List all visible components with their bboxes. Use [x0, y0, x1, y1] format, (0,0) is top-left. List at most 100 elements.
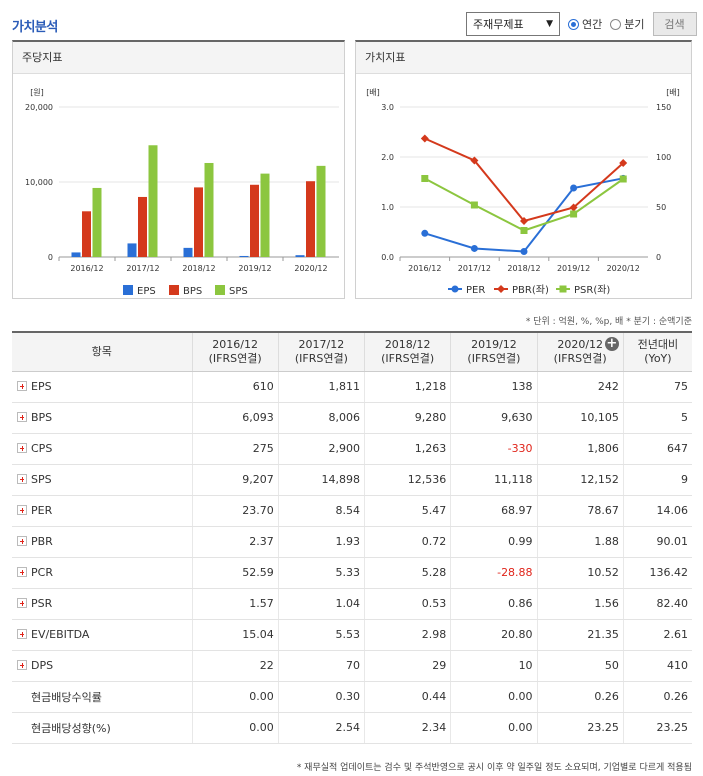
bar-eps[interactable]: [183, 247, 193, 257]
row-label: 현금배당성향(%): [31, 721, 111, 735]
x-tick-label: 2016/12: [70, 264, 103, 273]
bar-bps[interactable]: [194, 187, 203, 257]
value-cell: 2.37: [191, 526, 279, 558]
legend-label: SPS: [229, 286, 248, 297]
header-item: 항목: [12, 332, 192, 372]
bar-eps[interactable]: [295, 255, 305, 257]
row-label-cell[interactable]: EV/EBITDA: [12, 619, 192, 651]
bar-bps[interactable]: [82, 211, 91, 257]
row-label-cell[interactable]: PER: [12, 495, 192, 527]
bar-sps[interactable]: [148, 145, 158, 257]
row-label: PCR: [31, 566, 53, 579]
row-label-cell[interactable]: PCR: [12, 557, 192, 589]
header-line1: 2017/12: [298, 337, 345, 351]
y-tick-label: 10,000: [25, 178, 53, 187]
bar-sps[interactable]: [260, 173, 270, 257]
point-per[interactable]: [570, 184, 578, 192]
expand-plus-icon[interactable]: [17, 629, 27, 639]
bar-sps[interactable]: [316, 165, 326, 257]
header-period: 2018/12 (IFRS연결): [364, 332, 451, 372]
point-pbr[interactable]: [569, 203, 578, 212]
point-psr[interactable]: [570, 210, 578, 218]
bar-bps[interactable]: [138, 196, 147, 257]
row-label-cell[interactable]: BPS: [12, 402, 192, 434]
legend-label: PBR(좌): [512, 284, 549, 296]
header-period: 2020/12 (IFRS연결) +: [536, 332, 624, 372]
point-psr[interactable]: [619, 175, 627, 183]
table-row: PCR 52.59 5.33 5.28 -28.88 10.52 136.42: [12, 557, 692, 589]
y-axis-label: [원]: [30, 88, 44, 97]
value-cell: 410: [622, 650, 692, 682]
point-pbr[interactable]: [420, 134, 429, 143]
point-pbr[interactable]: [470, 156, 479, 165]
bar-bps[interactable]: [250, 184, 259, 257]
row-label-cell[interactable]: DPS: [12, 650, 192, 682]
value-cell: 6,093: [191, 402, 279, 434]
value-cell: 70: [277, 650, 365, 682]
value-cell: 10,105: [536, 402, 624, 434]
bar-eps[interactable]: [127, 243, 137, 257]
y-axis-label-left: [배]: [366, 88, 380, 97]
expand-plus-icon[interactable]: [17, 381, 27, 391]
value-cell: 5.47: [364, 495, 451, 527]
expand-plus-icon[interactable]: [17, 660, 27, 670]
row-label-cell[interactable]: EPS: [12, 371, 192, 403]
search-button[interactable]: 검색: [652, 12, 697, 36]
value-cell: 242: [536, 371, 624, 403]
row-label: PSR: [31, 597, 53, 610]
point-psr[interactable]: [470, 201, 478, 209]
row-label: PBR: [31, 535, 53, 548]
point-per[interactable]: [520, 248, 528, 256]
statement-select[interactable]: 주재무제표 ▼: [466, 12, 560, 36]
expand-plus-icon[interactable]: [17, 474, 27, 484]
row-label: 현금배당수익률: [31, 690, 102, 704]
point-per[interactable]: [421, 229, 429, 237]
value-cell: 22: [191, 650, 279, 682]
bar-eps[interactable]: [71, 252, 81, 257]
value-cell: 5.28: [364, 557, 451, 589]
value-cell: 8,006: [277, 402, 365, 434]
value-cell: 2,900: [277, 433, 365, 465]
row-label-cell[interactable]: PBR: [12, 526, 192, 558]
radio-annual[interactable]: 연간: [568, 16, 602, 32]
value-cell: 0.99: [450, 526, 538, 558]
bar-sps[interactable]: [92, 187, 102, 257]
radio-quarter-label: 분기: [624, 18, 645, 31]
series-line-pbr: [424, 137, 624, 223]
legend-label: PSR(좌): [574, 284, 610, 296]
radio-quarter[interactable]: 분기: [610, 16, 645, 32]
table-row: PER 23.70 8.54 5.47 68.97 78.67 14.06: [12, 495, 692, 527]
row-label-cell[interactable]: CPS: [12, 433, 192, 465]
point-pbr[interactable]: [520, 217, 528, 225]
value-cell: 275: [191, 433, 279, 465]
value-cell: 82.40: [622, 588, 692, 620]
table-row: PBR 2.37 1.93 0.72 0.99 1.88 90.01: [12, 526, 692, 558]
row-label: PER: [31, 504, 53, 517]
expand-plus-icon[interactable]: [17, 536, 27, 546]
y-tick-label: 20,000: [25, 103, 53, 112]
bar-sps[interactable]: [204, 162, 214, 257]
header-period: 2017/12 (IFRS연결): [277, 332, 365, 372]
value-cell: 9,207: [191, 464, 279, 496]
point-psr[interactable]: [421, 175, 429, 182]
header-line2: (IFRS연결): [467, 351, 521, 365]
value-cell: 2.34: [364, 712, 451, 744]
bar-bps[interactable]: [306, 181, 315, 257]
point-pbr[interactable]: [619, 159, 628, 167]
row-label-cell[interactable]: SPS: [12, 464, 192, 496]
expand-plus-icon[interactable]: [17, 412, 27, 422]
expand-plus-icon[interactable]: [17, 598, 27, 608]
expand-plus-icon[interactable]: [17, 567, 27, 577]
row-label-cell: 현금배당성향(%): [12, 712, 192, 744]
expand-plus-icon[interactable]: [17, 505, 27, 515]
point-psr[interactable]: [520, 227, 528, 234]
add-column-icon[interactable]: +: [604, 336, 619, 351]
valuation-table: 항목 2016/12 (IFRS연결) 2017/12 (IFRS연결) 2018/12…: [12, 331, 692, 744]
per-share-panel: 주당지표 [원] 0 10,000 20,000 2016/12 2017/12 2018/…: [12, 40, 345, 299]
row-label-cell[interactable]: PSR: [12, 588, 192, 620]
point-per[interactable]: [470, 244, 478, 252]
bar-eps[interactable]: [239, 255, 249, 257]
radio-selected-icon: [568, 18, 579, 30]
expand-plus-icon[interactable]: [17, 443, 27, 453]
value-cell: 5: [622, 402, 692, 434]
